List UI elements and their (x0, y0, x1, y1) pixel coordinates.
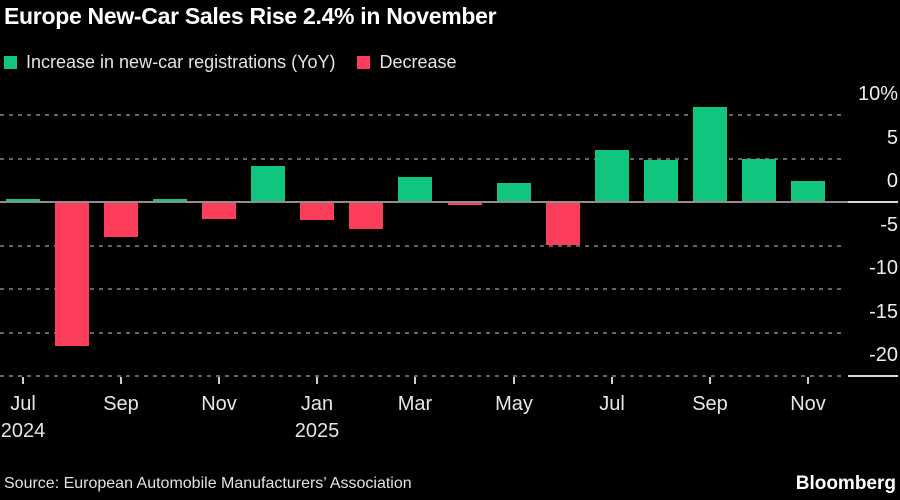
bar-nov-2025 (791, 181, 825, 202)
bar-sep-2025 (693, 107, 727, 202)
x-tick-may (513, 377, 515, 384)
bar-jul-2025 (595, 150, 629, 202)
legend-label-decrease: Decrease (379, 52, 457, 72)
gridline--15 (0, 331, 846, 334)
axis-gutter-tick--20 (848, 375, 898, 377)
x-tick-jan-2025 (316, 377, 318, 384)
bar-mar-2025 (398, 177, 432, 202)
x-axis-label-sep: Sep (103, 393, 139, 415)
bar-nov-2024 (202, 202, 236, 219)
x-axis-year-2025: 2025 (294, 420, 340, 442)
source-note: Source: European Automobile Manufacturer… (4, 475, 412, 492)
x-axis-year-2024: 2024 (0, 420, 46, 442)
x-tick-sep (120, 377, 122, 384)
chart-title: Europe New-Car Sales Rise 2.4% in Novemb… (4, 3, 497, 29)
legend: Increase in new-car registrations (YoY) … (4, 52, 457, 73)
y-axis-label--5: -5 (880, 213, 898, 236)
gridline-5 (0, 157, 846, 160)
x-axis-label-may: May (495, 393, 533, 415)
x-axis-label-sep: Sep (692, 393, 728, 415)
bar-oct-2025 (742, 159, 776, 203)
x-axis-label-mar: Mar (397, 393, 433, 415)
legend-label-increase: Increase in new-car registrations (YoY) (26, 52, 336, 72)
zero-baseline (0, 201, 848, 203)
x-axis-label-nov: Nov (790, 393, 826, 415)
y-axis-label-5: 5 (886, 126, 898, 149)
bloomberg-logo: Bloomberg (795, 473, 896, 494)
legend-item-increase: Increase in new-car registrations (YoY) (4, 52, 335, 73)
bar-aug-2024 (55, 202, 89, 346)
y-axis-label--20: -20 (869, 344, 898, 366)
x-tick-jul (611, 377, 613, 384)
x-axis-label-jul: Jul (599, 393, 625, 415)
gridline-10 (0, 114, 846, 116)
legend-item-decrease: Decrease (357, 52, 457, 73)
gridline--20 (0, 375, 846, 377)
bar-feb-2025 (349, 202, 383, 229)
y-axis-label--10: -10 (869, 257, 898, 279)
x-axis-label-jan: Jan (300, 393, 334, 415)
x-tick-sep (709, 377, 711, 384)
y-axis-label--15: -15 (869, 300, 898, 323)
x-axis-label-jul: Jul (10, 393, 36, 415)
bar-jan-2025 (300, 202, 334, 220)
axis-gutter-tick-0 (848, 201, 898, 203)
x-tick-jul-2024 (22, 377, 24, 384)
bar-jun-2025 (546, 202, 580, 245)
y-axis-label-10: 10% (857, 83, 898, 105)
bar-may-2025 (497, 183, 531, 202)
increase-swatch-icon (4, 56, 17, 69)
x-tick-mar (414, 377, 416, 384)
bar-sep-2024 (104, 202, 138, 237)
gridline--10 (0, 288, 846, 290)
bar-jul-2024 (6, 199, 40, 202)
x-tick-nov (218, 377, 220, 384)
x-tick-nov (807, 377, 809, 384)
x-axis-label-nov: Nov (201, 393, 237, 415)
bar-dec-2024 (251, 166, 285, 202)
decrease-swatch-icon (357, 56, 371, 69)
gridline--5 (0, 244, 846, 247)
y-axis-label-0: 0 (886, 170, 898, 192)
bar-oct-2024 (153, 199, 187, 202)
bar-aug-2025 (644, 160, 678, 202)
bar-apr-2025 (448, 202, 482, 205)
